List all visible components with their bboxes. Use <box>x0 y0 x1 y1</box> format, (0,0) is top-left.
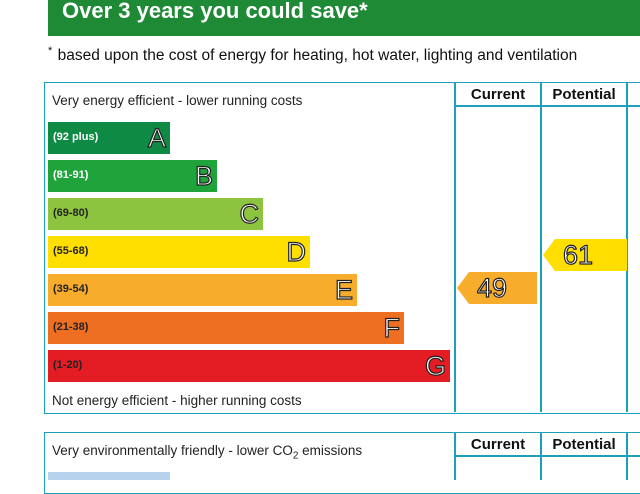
band-letter: D <box>286 236 307 267</box>
savings-footnote: * based upon the cost of energy for heat… <box>48 45 577 65</box>
band-letter: E <box>334 274 353 305</box>
energy-top-caption: Very energy efficient - lower running co… <box>52 93 303 108</box>
environment-caption-sub: 2 <box>292 450 299 462</box>
savings-banner: Over 3 years you could save* <box>48 0 640 36</box>
env-band-a <box>48 472 170 480</box>
env-header-divider <box>454 455 640 457</box>
band-range-label: (92 plus) <box>53 131 99 143</box>
column-potential-header: Potential <box>552 86 616 103</box>
energy-bottom-caption: Not energy efficient - higher running co… <box>52 393 302 408</box>
band-f: (21-38) F <box>48 312 404 344</box>
potential-rating-arrow: 61 <box>543 239 627 271</box>
environment-caption-post: emissions <box>298 443 363 458</box>
current-arrow-shape <box>457 272 537 304</box>
band-b: (81-91) B <box>48 160 217 192</box>
energy-rating-table <box>44 82 640 414</box>
band-g: (1-20) G <box>48 350 450 382</box>
footnote-text: based upon the cost of energy for heatin… <box>53 47 578 64</box>
footnote-marker: * <box>48 45 53 57</box>
band-range-label: (69-80) <box>53 207 89 219</box>
band-letter: B <box>194 160 213 191</box>
env-column-potential-header: Potential <box>552 436 616 453</box>
band-range-label: (81-91) <box>53 169 89 181</box>
current-rating-value: 49 <box>476 272 508 303</box>
band-range-label: (1-20) <box>53 359 83 371</box>
header-divider <box>454 105 640 107</box>
band-range-label: (39-54) <box>53 283 89 295</box>
potential-rating-value: 61 <box>562 239 594 270</box>
band-a: (92 plus) A <box>48 122 170 154</box>
environment-caption-pre: Very environmentally friendly - lower CO <box>52 443 293 458</box>
current-column-divider <box>454 82 456 412</box>
potential-column-divider <box>540 82 542 412</box>
band-c: (69-80) C <box>48 198 263 230</box>
band-d: (55-68) D <box>48 236 310 268</box>
env-column-current-header: Current <box>470 436 526 453</box>
band-letter: G <box>424 350 446 381</box>
band-letter: A <box>147 122 166 153</box>
right-column-divider <box>626 82 628 412</box>
column-current-header: Current <box>470 86 526 103</box>
band-range-label: (55-68) <box>53 245 89 257</box>
band-e: (39-54) E <box>48 274 357 306</box>
band-letter: F <box>383 312 401 343</box>
current-rating-arrow: 49 <box>457 272 537 304</box>
savings-title: Over 3 years you could save* <box>62 0 368 23</box>
potential-arrow-shape <box>543 239 627 271</box>
band-range-label: (21-38) <box>53 321 89 333</box>
environment-top-caption: Very environmentally friendly - lower CO… <box>52 443 362 462</box>
band-letter: C <box>239 198 260 229</box>
